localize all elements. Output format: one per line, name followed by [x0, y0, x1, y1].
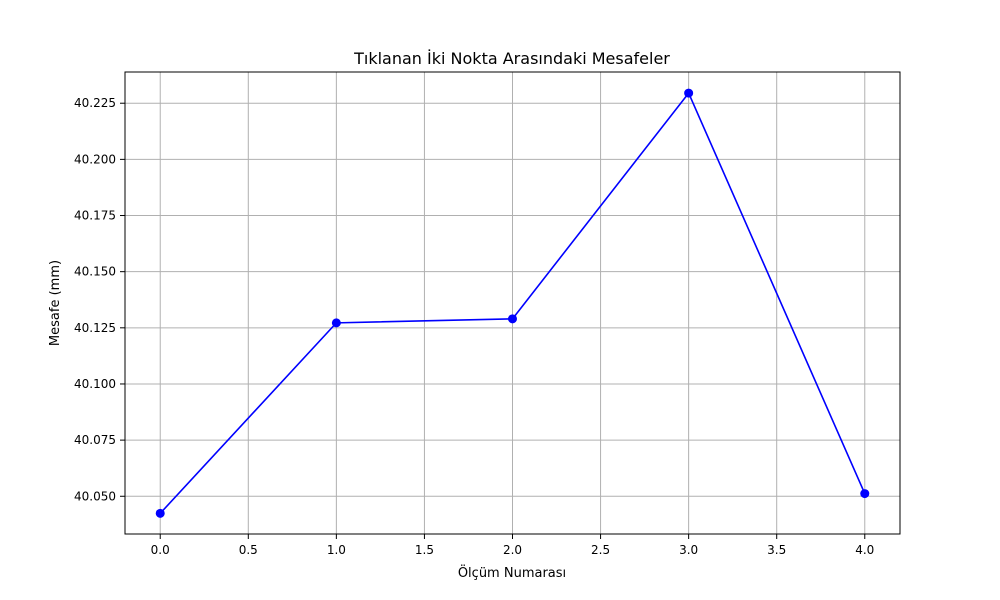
x-tick-label: 1.0 [327, 543, 346, 557]
x-tick-label: 0.0 [151, 543, 170, 557]
data-point-marker [860, 489, 870, 499]
x-tick-label: 1.5 [415, 543, 434, 557]
y-tick-label: 40.125 [74, 321, 116, 335]
y-tick-label: 40.075 [74, 433, 116, 447]
y-tick-label: 40.150 [74, 265, 116, 279]
x-tick-label: 4.0 [855, 543, 874, 557]
chart-title: Tıklanan İki Nokta Arasındaki Mesafeler [353, 49, 670, 68]
grid [125, 72, 900, 534]
x-tick-label: 2.0 [503, 543, 522, 557]
y-tick-label: 40.225 [74, 96, 116, 110]
data-series [155, 88, 870, 518]
y-axis-label: Mesafe (mm) [48, 260, 63, 346]
y-tick-label: 40.175 [74, 209, 116, 223]
y-tick-label: 40.200 [74, 152, 116, 166]
y-tick-label: 40.100 [74, 377, 116, 391]
x-tick-label: 2.5 [591, 543, 610, 557]
data-point-marker [508, 314, 517, 324]
x-tick-label: 0.5 [239, 543, 258, 557]
data-point-marker [331, 318, 341, 328]
x-tick-label: 3.5 [767, 543, 786, 557]
y-tick-label: 40.050 [74, 489, 116, 503]
data-point-marker [155, 508, 165, 518]
x-axis-label: Ölçüm Numarası [458, 564, 566, 581]
x-tick-label: 3.0 [679, 543, 698, 557]
axis-ticks: 0.0 0.5 1.0 1.5 2.0 2.5 3.0 3.5 4.0 40.050 40.075 4… [74, 96, 874, 557]
data-point-marker [684, 88, 694, 98]
